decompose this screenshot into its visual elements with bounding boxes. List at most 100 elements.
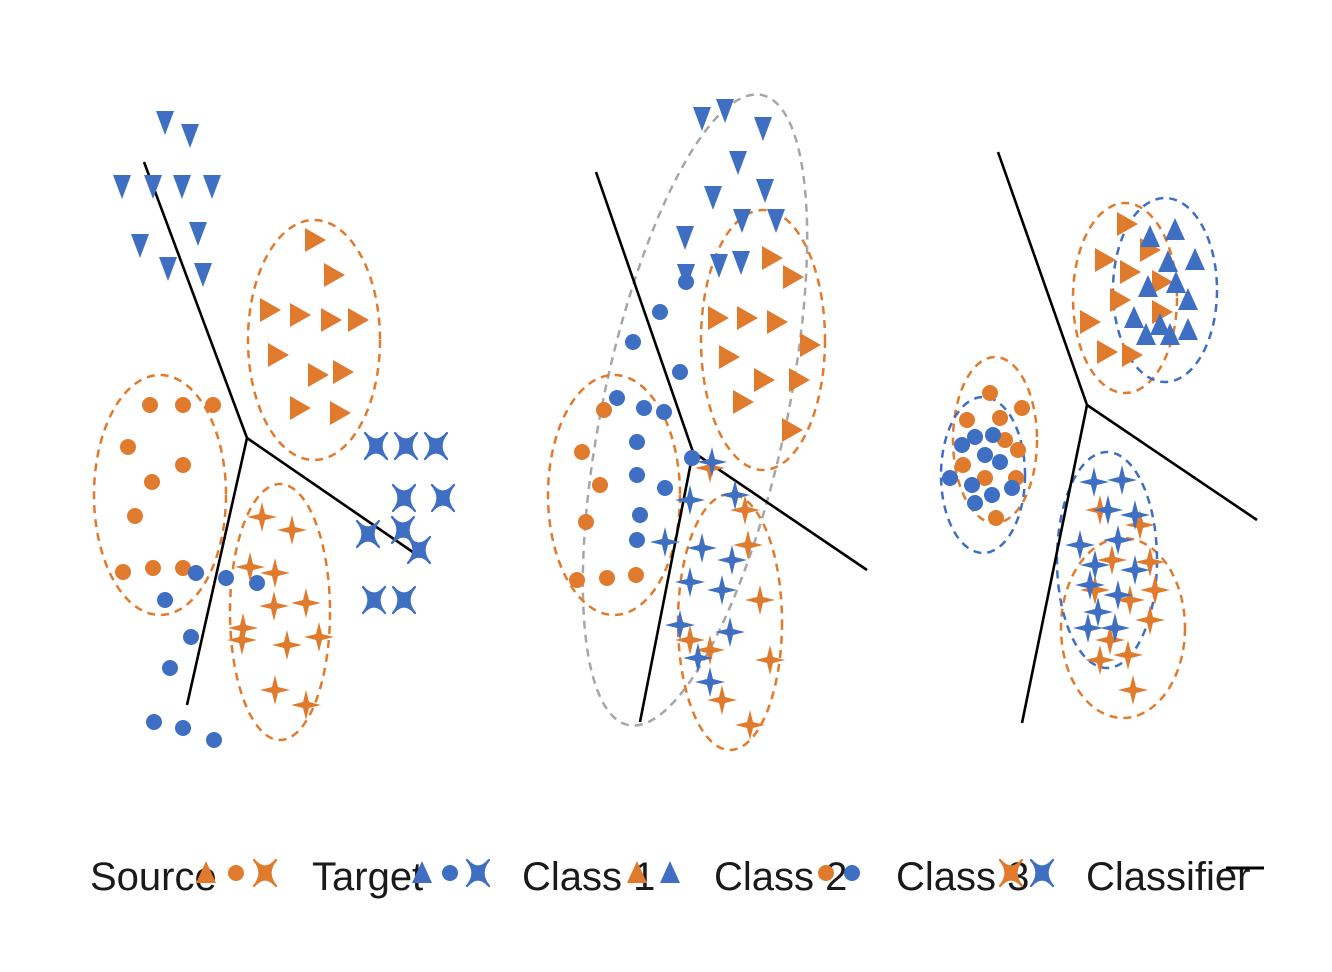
- target-star-marker: [1093, 495, 1123, 525]
- target-circle-marker: [984, 487, 1000, 503]
- target-x-marker: [391, 585, 417, 615]
- target-circle-marker: [625, 334, 641, 350]
- target-x-marker: [355, 519, 381, 549]
- source-tri-marker: [330, 401, 351, 425]
- source-tri-marker: [268, 343, 289, 367]
- target-circle-marker: [967, 429, 983, 445]
- target-star-marker: [650, 527, 680, 557]
- source-tri-marker: [782, 418, 803, 442]
- target-x-marker: [363, 431, 389, 461]
- source-circle-marker: [145, 560, 161, 576]
- source-circle-marker: [142, 397, 158, 413]
- source-star-marker: [1140, 575, 1170, 605]
- source-star-marker: [227, 625, 257, 655]
- target-circle-marker: [992, 454, 1008, 470]
- source-star-marker: [707, 685, 737, 715]
- source-circle-marker: [205, 397, 221, 413]
- source-star-marker: [675, 625, 705, 655]
- legend-target-circle-marker: [442, 865, 458, 881]
- source-circle-marker: [1014, 400, 1030, 416]
- target-tri-marker: [181, 124, 199, 148]
- source-tri-marker: [762, 246, 783, 270]
- source-circle-marker: [175, 397, 191, 413]
- target-tri-marker: [716, 99, 734, 123]
- legend-class2-source-circle-marker: [818, 865, 834, 881]
- source-star-marker: [733, 530, 763, 560]
- target-circle-marker: [967, 495, 983, 511]
- source-star-marker: [235, 552, 265, 582]
- legend-class3-source-x-marker: [998, 858, 1024, 888]
- target-x-marker: [391, 483, 417, 513]
- legend-class1-target-tri-marker: [660, 861, 680, 883]
- target-tri-marker: [1160, 323, 1180, 345]
- target-star-marker: [715, 617, 745, 647]
- target-star-marker: [695, 667, 725, 697]
- target-circle-marker: [672, 364, 688, 380]
- target-circle-marker: [636, 400, 652, 416]
- source-tri-marker: [333, 360, 354, 384]
- target-tri-marker: [754, 117, 772, 141]
- target-circle-marker: [629, 467, 645, 483]
- target-circle-marker: [657, 480, 673, 496]
- classifier-line: [246, 436, 421, 559]
- source-star-marker: [1080, 575, 1110, 605]
- source-circle-marker: [592, 477, 608, 493]
- target-star-marker: [1065, 530, 1095, 560]
- source-tri-marker: [1152, 300, 1173, 324]
- source-star-marker: [730, 495, 760, 525]
- target-tri-marker: [1138, 275, 1158, 297]
- legend-source-tri-marker: [196, 861, 216, 883]
- source-circle-marker: [599, 570, 615, 586]
- source-tri-marker: [708, 306, 729, 330]
- source-circle-marker: [578, 514, 594, 530]
- source-circle-marker: [144, 474, 160, 490]
- source-star-marker: [1085, 645, 1115, 675]
- source-circle-marker: [127, 508, 143, 524]
- source-tri-marker: [324, 263, 345, 287]
- source-star-marker: [247, 502, 277, 532]
- target-tri-marker: [767, 209, 785, 233]
- source-tri-marker: [1080, 310, 1101, 334]
- source-tri-marker: [1117, 212, 1138, 236]
- target-tri-marker: [693, 107, 711, 131]
- legend-class3-target-x-marker: [1029, 858, 1055, 888]
- source-tri-marker: [290, 396, 311, 420]
- target-tri-marker: [733, 209, 751, 233]
- source-tri-marker: [1097, 340, 1118, 364]
- source-tri-marker: [290, 303, 311, 327]
- legend-class2-target-circle-marker: [844, 865, 860, 881]
- classifier-line: [185, 437, 249, 706]
- legend-source-label: Source: [90, 855, 217, 899]
- target-circle-marker: [218, 570, 234, 586]
- target-star-marker: [1120, 500, 1150, 530]
- source-tri-marker: [737, 306, 758, 330]
- source-star-marker: [1118, 675, 1148, 705]
- source-circle-marker: [175, 560, 191, 576]
- target-tri-marker: [1158, 250, 1178, 272]
- source-star-marker: [1125, 510, 1155, 540]
- target-tri-marker: [756, 179, 774, 203]
- target-circle-marker: [249, 575, 265, 591]
- target-circle-marker: [678, 274, 694, 290]
- source-star-marker: [735, 710, 765, 740]
- target-tri-marker: [189, 222, 207, 246]
- classifier-line: [996, 151, 1089, 406]
- target-circle-marker: [206, 732, 222, 748]
- target-star-marker: [687, 533, 717, 563]
- target-tri-marker: [1178, 288, 1198, 310]
- source-circle-marker: [982, 385, 998, 401]
- target-star-marker: [707, 575, 737, 605]
- target-x-marker: [423, 431, 449, 461]
- class3-source-cluster-outline: [1059, 536, 1187, 720]
- target-tri-marker: [1136, 323, 1156, 345]
- source-star-marker: [277, 515, 307, 545]
- source-tri-marker: [1122, 343, 1143, 367]
- source-star-marker: [1097, 545, 1127, 575]
- source-star-marker: [259, 591, 289, 621]
- source-star-marker: [1095, 625, 1125, 655]
- target-star-marker: [720, 480, 750, 510]
- target-x-marker: [361, 585, 387, 615]
- target-tri-marker: [1165, 218, 1185, 240]
- source-star-marker: [291, 690, 321, 720]
- target-x-marker: [393, 431, 419, 461]
